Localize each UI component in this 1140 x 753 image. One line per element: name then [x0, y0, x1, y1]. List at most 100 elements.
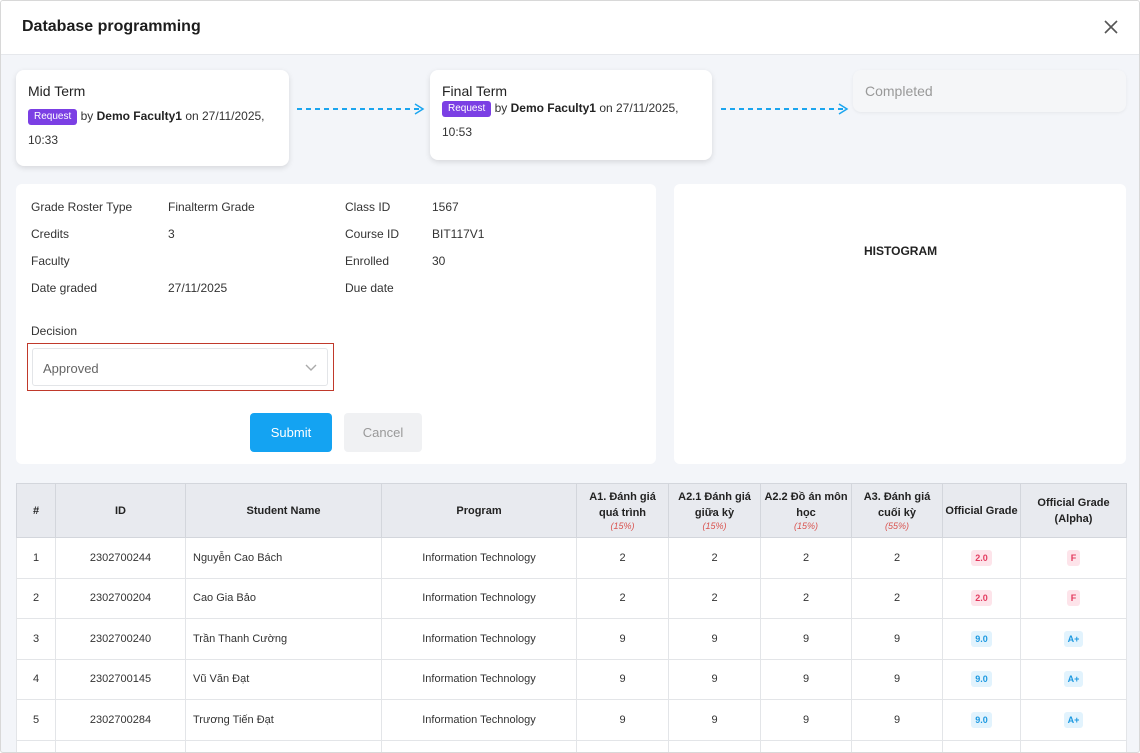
- info-panel: [16, 184, 656, 464]
- alpha-grade-badge: F: [1066, 549, 1081, 566]
- col-student-name[interactable]: Student Name: [185, 483, 382, 538]
- score-a21: 2: [668, 537, 761, 579]
- student-name: [185, 739, 382, 752]
- alpha-grade-badge: A+: [1063, 630, 1084, 647]
- col-official-grade-alpha: Official Grade (Alpha): [1020, 483, 1127, 538]
- col-a3: A3. Đánh giá cuối kỳ (55%): [851, 483, 943, 538]
- col-a21-label: A2.1 Đánh giá giữa kỳ: [678, 491, 751, 519]
- score-a22: 9: [760, 699, 852, 741]
- enrolled-label: Enrolled: [345, 254, 390, 268]
- col-official-grade: Official Grade: [942, 483, 1021, 538]
- alpha-grade-cell: A+: [1020, 699, 1127, 741]
- table-row: [16, 739, 1127, 752]
- time-text: 10:53: [442, 125, 473, 139]
- col-a21-weight: (15%): [702, 521, 727, 531]
- student-id: [55, 739, 186, 752]
- score-a3: [851, 739, 943, 752]
- official-grade-cell: 9.0: [942, 658, 1021, 700]
- program: Information Technology: [381, 699, 577, 741]
- row-number: 3: [16, 618, 56, 660]
- official-grade-badge: 9.0: [971, 671, 992, 688]
- step-completed: Completed: [853, 70, 1126, 112]
- score-a1: 9: [576, 658, 669, 700]
- enrolled-value: 30: [432, 254, 446, 268]
- date-text: on 27/11/2025,: [185, 109, 265, 123]
- table-row: 4 2302700145 Vũ Văn Đạt Information Tech…: [16, 658, 1127, 700]
- histogram-panel: [674, 184, 1126, 464]
- program: Information Technology: [381, 577, 577, 619]
- class-id-value: 1567: [432, 200, 459, 214]
- table-row: 3 2302700240 Trần Thanh Cường Informatio…: [16, 618, 1127, 660]
- score-a21: 9: [668, 658, 761, 700]
- row-number: [16, 739, 56, 752]
- alpha-grade-cell: F: [1020, 537, 1127, 579]
- alpha-grade-cell: [1020, 739, 1127, 752]
- score-a1: [576, 739, 669, 752]
- student-name: Nguyễn Cao Bách: [185, 537, 382, 579]
- student-id: 2302700204: [55, 577, 186, 619]
- score-a3: 2: [851, 577, 943, 619]
- program: Information Technology: [381, 618, 577, 660]
- official-grade-cell: 2.0: [942, 577, 1021, 619]
- modal-title: Database programming: [22, 18, 201, 35]
- request-badge: Request: [442, 100, 492, 117]
- due-date-label: Due date: [345, 281, 394, 295]
- alpha-grade-cell: F: [1020, 577, 1127, 619]
- official-grade-cell: [942, 739, 1021, 752]
- decision-select[interactable]: Approved: [32, 348, 328, 386]
- score-a1: 9: [576, 699, 669, 741]
- score-a22: [760, 739, 852, 752]
- col-a22: A2.2 Đồ án môn học (15%): [760, 483, 852, 538]
- student-name: Trương Tiến Đạt: [185, 699, 382, 741]
- score-a3: 9: [851, 699, 943, 741]
- score-a22: 2: [760, 577, 852, 619]
- step-meta: Request by Demo Faculty1 on 27/11/2025, …: [442, 96, 706, 144]
- by-text: by: [494, 101, 508, 115]
- credits-value: 3: [168, 227, 175, 241]
- score-a22: 9: [760, 658, 852, 700]
- arrow-icon: [297, 102, 427, 115]
- col-a1-label: A1. Đánh giá quá trình: [589, 491, 656, 519]
- date-text: on 27/11/2025,: [599, 101, 679, 115]
- score-a21: 2: [668, 577, 761, 619]
- student-id: 2302700244: [55, 537, 186, 579]
- official-grade-cell: 2.0: [942, 537, 1021, 579]
- row-number: 2: [16, 577, 56, 619]
- col-a22-weight: (15%): [793, 521, 818, 531]
- date-graded-label: Date graded: [31, 281, 98, 295]
- step-title: Final Term: [442, 83, 508, 99]
- score-a3: 2: [851, 537, 943, 579]
- grades-table: # ID Student Name Program A1. Đánh giá q…: [16, 483, 1127, 752]
- grade-roster-type-value: Finalterm Grade: [168, 200, 255, 214]
- modal-header: Database programming: [1, 1, 1139, 55]
- faculty-label: Faculty: [31, 254, 70, 268]
- time-text: 10:33: [28, 133, 59, 147]
- col-number: #: [16, 483, 56, 538]
- score-a21: 9: [668, 618, 761, 660]
- score-a21: [668, 739, 761, 752]
- table-row: 5 2302700284 Trương Tiến Đạt Information…: [16, 699, 1127, 741]
- student-id: 2302700145: [55, 658, 186, 700]
- date-graded-value: 27/11/2025: [168, 281, 228, 295]
- cancel-button[interactable]: Cancel: [344, 413, 422, 452]
- col-program[interactable]: Program: [381, 483, 577, 538]
- score-a22: 9: [760, 618, 852, 660]
- alpha-grade-badge: F: [1066, 590, 1081, 607]
- official-grade-badge: 9.0: [971, 711, 992, 728]
- col-a3-label: A3. Đánh giá cuối kỳ: [863, 491, 931, 519]
- step-mid-term: Mid Term Request by Demo Faculty1 on 27/…: [16, 70, 289, 166]
- alpha-grade-badge: A+: [1063, 671, 1084, 688]
- decision-highlight: Approved: [27, 343, 334, 391]
- col-a1-weight: (15%): [610, 521, 635, 531]
- row-number: 4: [16, 658, 56, 700]
- decision-value: Approved: [43, 361, 99, 376]
- col-id[interactable]: ID: [55, 483, 186, 538]
- decision-label: Decision: [31, 324, 78, 338]
- submit-button[interactable]: Submit: [250, 413, 332, 452]
- alpha-grade-badge: A+: [1063, 711, 1084, 728]
- score-a3: 9: [851, 658, 943, 700]
- score-a21: 9: [668, 699, 761, 741]
- close-icon[interactable]: [1101, 17, 1121, 37]
- student-name: Trần Thanh Cường: [185, 618, 382, 660]
- table-header-row: # ID Student Name Program A1. Đánh giá q…: [16, 483, 1127, 538]
